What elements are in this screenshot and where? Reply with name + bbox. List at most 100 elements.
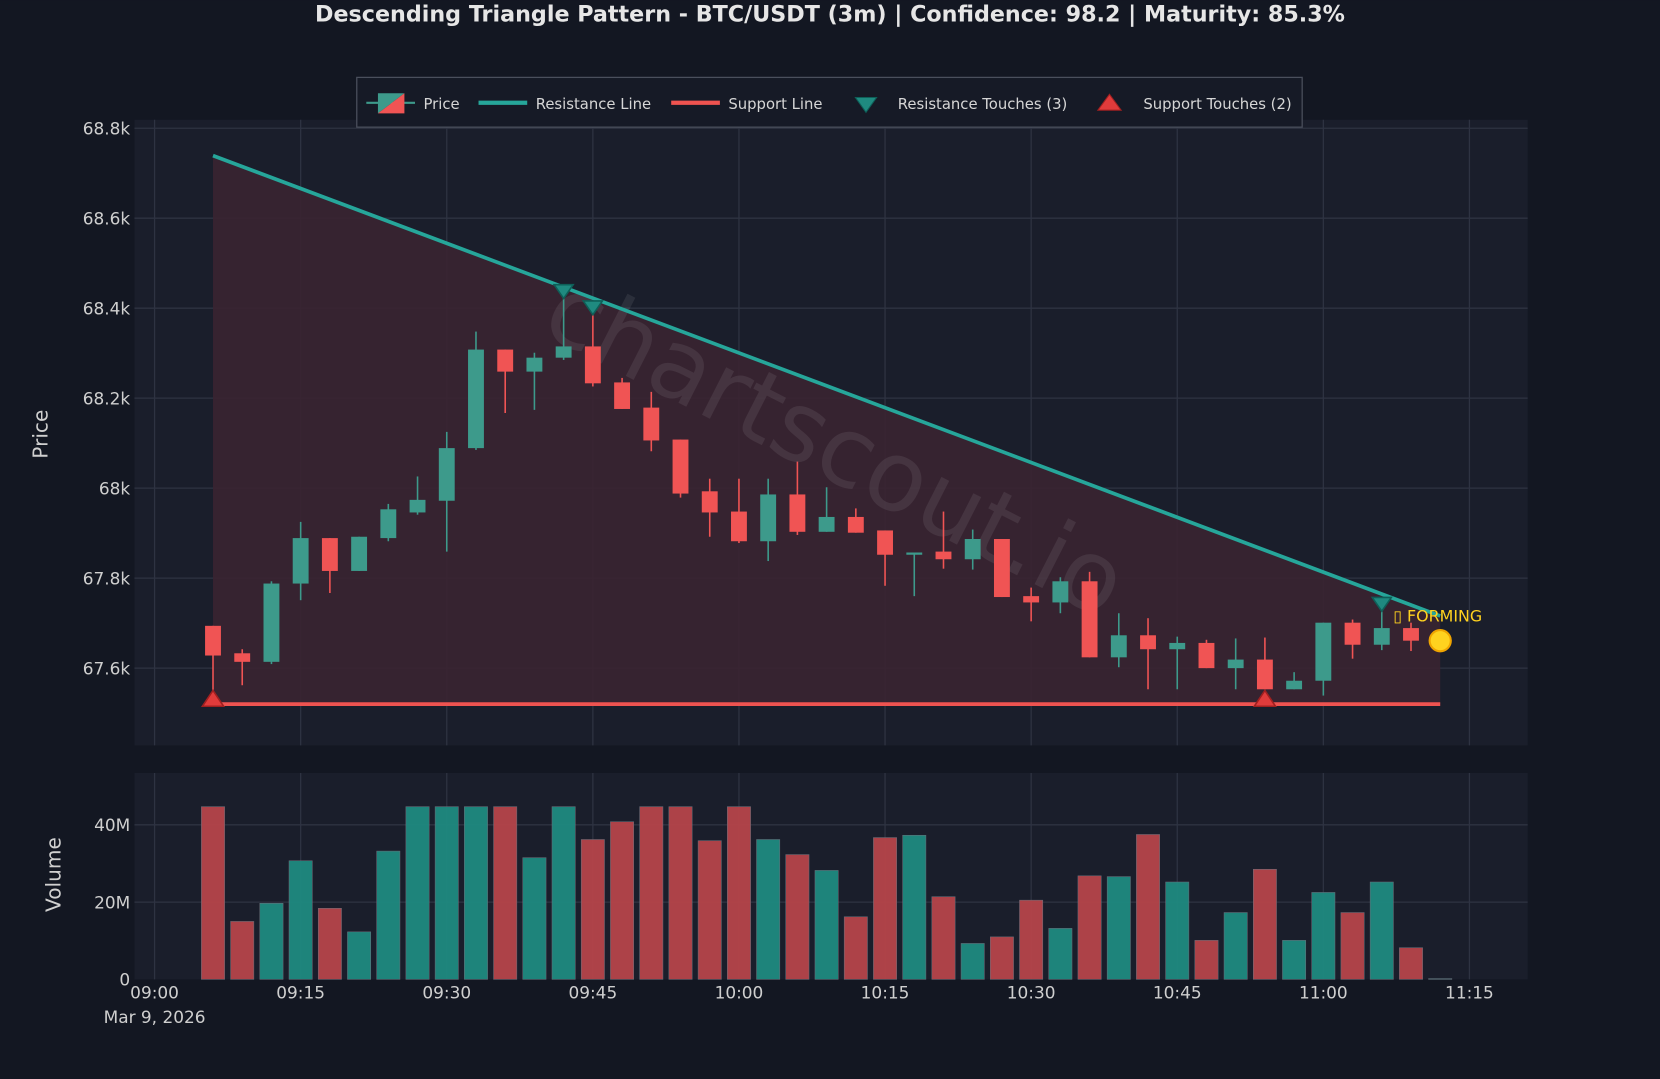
candle-body [1081,581,1098,658]
volume-bar [317,908,342,980]
volume-bar [1019,899,1044,980]
resistance-touch-marker [581,300,604,317]
volume-bar [814,870,839,980]
volume-bar [230,921,255,980]
volume-bar [785,854,810,980]
candle-body [1256,659,1273,690]
candle-body [906,552,923,555]
candle-body [1227,659,1244,669]
legend-support-touches: Support Touches (2) [1143,96,1291,113]
support-touch-marker [200,688,226,708]
candles [205,291,1419,701]
volume-bar [610,821,634,980]
candle-body [1110,635,1127,658]
axes: 09:00 09:15 09:30 09:45 10:00 10:15 10:30 10:45… [83,119,1494,1003]
candle-body [993,538,1010,598]
candle-body [614,382,631,409]
volume-bar [1282,940,1307,980]
legend-price: Price [423,96,459,113]
volume-bar [1428,978,1453,980]
candle-body [438,448,455,501]
volume-bar [580,839,605,980]
candle-body [351,536,368,571]
candle-body [1052,581,1069,603]
legend-resistance: Resistance Line [536,96,651,113]
candle-body [643,407,660,441]
candle-body [380,509,397,539]
volume-bar [1311,892,1336,980]
candle-body [468,349,484,449]
volume-bar [1223,912,1248,980]
volume-bar [1048,928,1073,980]
volume-bar [493,806,518,980]
price-tick-label: 68.8k [83,119,131,139]
candle-body [1344,622,1361,645]
volume-bar [1369,881,1394,980]
price-axis-label: Price [29,410,53,459]
resistance-touch-marker [552,283,575,300]
candle-body [672,439,689,494]
volume-tick-label: 40M [94,815,130,835]
candle-body [1140,635,1156,650]
candle-body [935,551,952,560]
x-tick-label: 10:30 [1007,982,1056,1002]
candle-body [1286,680,1303,690]
candle-body [555,346,572,358]
volume-bar [668,806,693,980]
volume-bar [347,931,372,980]
volume-bar [1136,834,1160,980]
volume-bar [288,860,313,980]
volume-bar [697,840,722,980]
x-tick-label: 10:00 [715,982,764,1002]
volume-bar [376,850,401,980]
resistance-line [212,153,1441,618]
candle-body [409,499,426,513]
volume-bar [756,839,781,980]
legend-support-touch-icon [1096,93,1123,111]
candle-body [701,491,718,513]
price-tick-label: 68.4k [83,299,131,319]
x-tick-label: 10:45 [1153,982,1202,1002]
volume-bar [434,806,459,980]
price-tick-label: 67.6k [83,658,131,678]
x-tick-label: 11:00 [1299,982,1348,1002]
volume-bar [405,806,430,980]
volume-bar [522,857,547,980]
candle-body [1373,628,1390,645]
resistance-touch-marker [1370,596,1393,613]
candle-body [1169,642,1186,650]
candle-body [964,538,981,560]
legend-price-icon [366,93,415,114]
x-tick-label: 09:45 [568,982,617,1002]
legend-support: Support Line [728,96,822,113]
volume-bar [1340,912,1365,980]
volume-bar [960,943,985,980]
x-tick-label: 10:15 [861,982,910,1002]
volume-tick-label: 20M [94,892,130,912]
price-tick-label: 68.2k [83,389,131,409]
candle-body [263,583,280,662]
candle-body [584,346,601,384]
volume-bar [1194,940,1219,980]
pattern-lines [212,153,1441,706]
candle-body [205,625,221,656]
x-tick-label: 11:15 [1445,982,1494,1002]
candle-body [789,494,806,532]
volume-bar [639,806,664,980]
candle-body [877,530,893,555]
candle-body [321,538,338,571]
volume-bar [464,806,488,980]
x-tick-label: 09:00 [130,982,179,1002]
volume-bar [1077,875,1102,980]
current-price-marker [1428,629,1452,653]
touch-markers [200,283,1452,708]
candle-body [847,516,864,533]
volume-bar [727,806,751,980]
price-tick-label: 68.6k [83,209,131,229]
volume-bar [990,936,1014,980]
volume-bar [902,834,927,980]
candle-body [1315,622,1332,681]
x-tick-label: 09:15 [276,982,325,1002]
candle-body [1403,628,1419,641]
